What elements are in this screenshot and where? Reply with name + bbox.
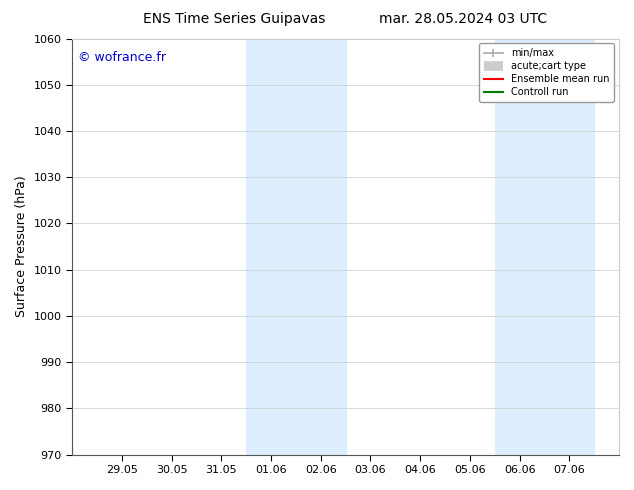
Y-axis label: Surface Pressure (hPa): Surface Pressure (hPa) bbox=[15, 176, 28, 318]
Text: ENS Time Series Guipavas: ENS Time Series Guipavas bbox=[143, 12, 326, 26]
Legend: min/max, acute;cart type, Ensemble mean run, Controll run: min/max, acute;cart type, Ensemble mean … bbox=[479, 44, 614, 102]
Text: mar. 28.05.2024 03 UTC: mar. 28.05.2024 03 UTC bbox=[378, 12, 547, 26]
Bar bbox=[495, 39, 594, 455]
Bar bbox=[246, 39, 346, 455]
Text: © wofrance.fr: © wofrance.fr bbox=[77, 51, 165, 64]
